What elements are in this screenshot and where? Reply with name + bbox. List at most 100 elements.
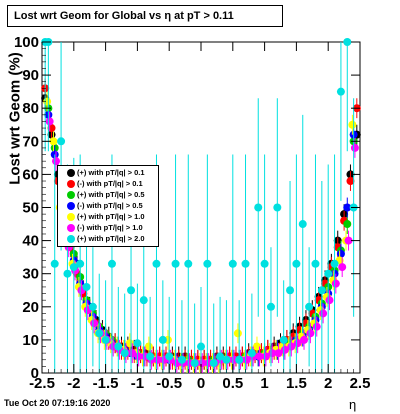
data-point [343,203,352,212]
legend-item: (+) with pT/|q| > 0.5 [58,189,158,200]
data-point [298,220,307,229]
x-tick-label: -2 [67,375,80,392]
chart-title: Lost wrt Geom for Global vs η at pT > 0.… [7,5,283,27]
legend-marker [67,213,75,221]
legend-label: (+) with pT/|q| > 1.0 [77,212,145,221]
data-point [128,349,137,358]
data-point [241,259,250,268]
legend-item: (-) with pT/|q| > 1.0 [58,222,158,233]
legend-label: (-) with pT/|q| > 0.5 [77,201,143,210]
data-point [350,143,359,152]
data-point [88,302,97,311]
legend-label: (-) with pT/|q| > 1.0 [77,223,143,232]
data-point [305,302,314,311]
data-point [311,259,320,268]
legend-marker [67,180,75,188]
data-point [292,259,301,268]
data-point [235,355,244,364]
data-point [228,259,237,268]
data-point [49,137,58,146]
legend-label: (+) with pT/|q| > 0.5 [77,190,145,199]
data-point [107,259,116,268]
data-point [255,352,264,361]
data-point [247,349,256,358]
data-point [76,259,85,268]
data-point [279,335,288,344]
data-point [198,359,207,368]
data-point [222,355,231,364]
data-point [153,355,162,364]
data-point [300,335,309,344]
data-point [216,352,225,361]
data-point [45,117,54,126]
data-point [203,259,212,268]
data-point [338,263,347,272]
data-point [317,286,326,295]
data-point [144,342,153,351]
data-point [325,296,334,305]
data-point [133,339,142,348]
y-tick-label: 30 [22,266,39,283]
data-point [346,177,355,186]
y-tick-label: 40 [22,233,39,250]
legend-marker [67,235,75,243]
y-tick-label: 50 [22,200,39,217]
data-point [125,339,134,348]
x-tick-label: 1 [260,375,268,392]
data-point [266,302,275,311]
legend-marker [67,191,75,199]
legend-item: (+) with pT/|q| > 0.1 [58,167,158,178]
data-point [101,335,110,344]
data-point [146,352,155,361]
data-point [312,322,321,331]
data-point [343,38,352,46]
x-tick-label: 0.5 [222,375,243,392]
data-point [152,259,161,268]
data-point [57,137,66,146]
x-tick-label: 2 [324,375,332,392]
chart-axes: -2.5 -2 -1.5 -1 -0.5 0 0.5 1 1.5 2 2.5 0 10 20 30 40 50 6… [14,34,370,392]
x-tick-label: -1 [131,375,144,392]
y-tick-label: 70 [22,133,39,150]
data-point [286,286,295,295]
data-point [336,87,345,96]
data-point [268,349,277,358]
data-point [171,259,180,268]
y-tick-label: 20 [22,299,39,316]
data-point [343,220,352,229]
data-point [319,309,328,318]
data-point [120,349,129,358]
data-point [252,342,261,351]
legend-item: (+) with pT/|q| > 1.0 [58,211,158,222]
data-point [280,345,289,354]
data-point [324,269,333,278]
data-point [50,259,59,268]
data-point [260,259,269,268]
x-tick-label: -1.5 [93,375,119,392]
data-point [69,263,78,272]
data-point [287,342,296,351]
legend-marker [67,224,75,232]
legend-label: (+) with pT/|q| > 0.1 [77,168,145,177]
data-point [63,269,72,278]
timestamp: Tue Oct 20 07:19:16 2020 [4,398,111,408]
data-point [293,339,302,348]
legend: (+) with pT/|q| > 0.1 (-) with pT/|q| > … [57,165,159,247]
data-point [209,359,218,368]
data-point [197,342,205,351]
x-axis-label: η [349,397,357,412]
x-tick-label: 0 [197,375,205,392]
legend-marker [67,202,75,210]
y-tick-label: 90 [22,67,39,84]
legend-item: (-) with pT/|q| > 0.5 [58,200,158,211]
data-point [261,352,270,361]
legend-item: (+) with pT/|q| > 2.0 [58,233,158,244]
data-point [331,279,340,288]
data-point [190,359,199,368]
data-point [348,120,357,129]
data-point [165,352,174,361]
x-tick-label: -0.5 [156,375,182,392]
data-point [254,203,263,212]
data-point [306,329,315,338]
data-point [51,157,60,166]
